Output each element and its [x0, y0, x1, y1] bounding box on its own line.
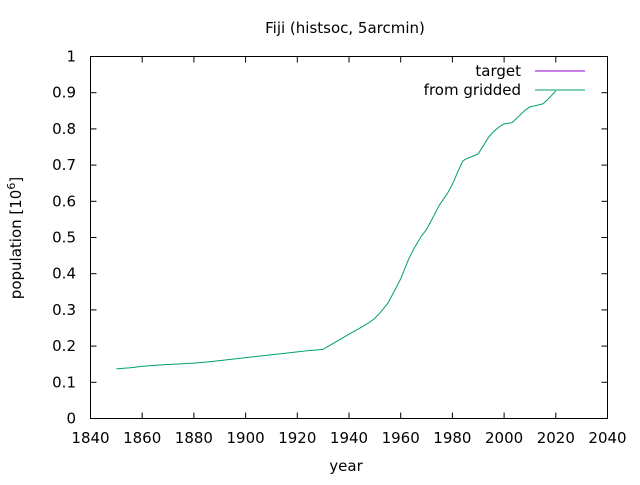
x-tick-label: 1960 — [382, 429, 420, 447]
legend-label: from gridded — [424, 81, 521, 99]
series-layer — [116, 90, 557, 370]
x-tick-label: 2020 — [537, 429, 575, 447]
y-tick-label: 0.2 — [52, 337, 76, 355]
y-tick-label: 0.6 — [52, 192, 76, 210]
y-tick-label: 0.8 — [52, 120, 76, 138]
legend-label: target — [475, 62, 521, 80]
x-axis-title: year — [329, 457, 363, 475]
x-tick-label: 1980 — [433, 429, 471, 447]
y-tick-label: 0 — [66, 410, 76, 428]
y-tick-label: 0.5 — [52, 229, 76, 247]
y-tick-label: 0.7 — [52, 156, 76, 174]
x-tick-label: 1880 — [175, 429, 213, 447]
y-tick-label: 0.4 — [52, 265, 76, 283]
x-tick-label: 1940 — [330, 429, 368, 447]
y-tick-label: 0.1 — [52, 373, 76, 391]
x-tick-label: 1840 — [71, 429, 109, 447]
series-line-2 — [116, 90, 557, 370]
y-tick-label: 1 — [66, 48, 76, 66]
y-tick-label: 0.3 — [52, 301, 76, 319]
x-tick-label: 1900 — [227, 429, 265, 447]
y-axis-title-exponent: 6 — [5, 183, 18, 190]
y-axis-title: population [106] — [5, 177, 26, 299]
y-axis-title-tail: ] — [7, 177, 25, 183]
x-tick-label: 1860 — [123, 429, 161, 447]
y-axis: 0 0.1 0.2 0.3 0.4 0.5 0.6 0.7 0.8 0.9 1 — [52, 48, 608, 428]
chart-title: Fiji (histsoc, 5arcmin) — [265, 19, 425, 37]
x-tick-label: 1920 — [278, 429, 316, 447]
x-tick-label: 2040 — [588, 429, 626, 447]
y-tick-label: 0.9 — [52, 84, 76, 102]
y-axis-title-main: population [10 — [7, 190, 25, 300]
x-axis: 1840 1860 1880 1900 1920 1940 1960 1980 2000 2020… — [71, 56, 627, 447]
x-tick-label: 2000 — [485, 429, 523, 447]
